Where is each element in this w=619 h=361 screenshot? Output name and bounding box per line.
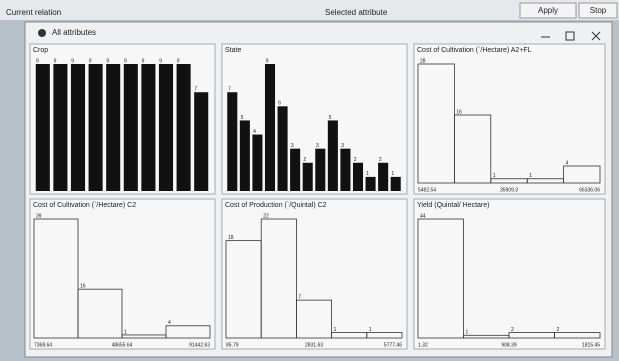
bar-label: 9 <box>71 58 74 64</box>
bar-label: 4 <box>253 129 256 135</box>
panel-title: State <box>225 47 241 54</box>
bar-label: 9 <box>177 58 180 64</box>
bar-label: 7 <box>228 87 231 93</box>
bar-label: 44 <box>420 213 426 219</box>
bar <box>227 92 237 191</box>
bar <box>71 64 85 191</box>
bar-label: 4 <box>168 320 171 326</box>
bar-label: 39 <box>36 213 42 219</box>
bar-label: 22 <box>263 213 269 219</box>
bar <box>278 106 288 191</box>
bar <box>194 92 208 191</box>
panel <box>222 199 407 349</box>
bar-label: 1 <box>529 173 532 179</box>
bar <box>353 163 363 191</box>
bar <box>159 64 173 191</box>
bar <box>340 149 350 191</box>
bar <box>240 120 250 191</box>
bar-label: 9 <box>89 58 92 64</box>
bar-label: 1 <box>124 329 127 335</box>
window-title: All attributes <box>52 28 96 37</box>
bar-label: 16 <box>80 284 86 290</box>
bar-label: 1 <box>466 330 469 336</box>
bar-label: 9 <box>159 58 162 64</box>
screen: Current relation Selected attribute Appl… <box>0 0 619 361</box>
axis-label: 7368.64 <box>34 342 52 348</box>
bar-label: 9 <box>142 58 145 64</box>
axis-label: 5777.46 <box>384 342 402 348</box>
bar <box>378 163 388 191</box>
panel-title: Cost of Cultivation (`/Hectare) C2 <box>33 202 136 209</box>
bar-label: 1 <box>366 171 369 177</box>
bar <box>141 64 155 191</box>
window-icon <box>38 29 46 37</box>
axis-label: 85.79 <box>226 342 239 348</box>
axis-label: 1.32 <box>418 342 428 348</box>
bar <box>177 64 191 191</box>
bar-label: 1 <box>493 173 496 179</box>
bar-label: 3 <box>341 143 344 149</box>
bar-label: 2 <box>303 157 306 163</box>
bar-label: 3 <box>291 143 294 149</box>
axis-label: 48655.64 <box>112 342 133 348</box>
bar <box>124 64 138 191</box>
bar <box>252 135 262 191</box>
axis-label: 91442.63 <box>189 342 210 348</box>
bar <box>303 163 313 191</box>
axis-label: 35909.3 <box>500 187 518 193</box>
bar-label: 1 <box>391 171 394 177</box>
axis-label: 908.39 <box>501 342 517 348</box>
bar-label: 4 <box>566 160 569 166</box>
bar-label: 9 <box>266 58 269 64</box>
bar-label: 7 <box>298 294 301 300</box>
panel-title: Yield (Quintal/ Hectare) <box>417 202 490 209</box>
panel-title: Cost of Cultivation (`/Hectare) A2+FL <box>417 47 532 54</box>
bar <box>366 177 376 191</box>
bar <box>53 64 67 191</box>
bar-label: 2 <box>557 327 560 333</box>
bar <box>89 64 103 191</box>
bar-label: 9 <box>36 58 39 64</box>
axis-label: 1815.45 <box>582 342 600 348</box>
bar <box>391 177 401 191</box>
bar-label: 1 <box>334 327 337 333</box>
panel <box>30 199 215 349</box>
bar <box>265 64 275 191</box>
bar-label: 2 <box>511 327 514 333</box>
panel-title: Cost of Production (`/Quintal) C2 <box>225 202 327 209</box>
panel <box>414 199 605 349</box>
bar-label: 1 <box>369 327 372 333</box>
stop-button-label[interactable]: Stop <box>590 6 607 15</box>
bar-label: 28 <box>420 58 426 64</box>
axis-label: 2831.63 <box>305 342 323 348</box>
selected-attribute-label: Selected attribute <box>325 8 388 17</box>
apply-button-label[interactable]: Apply <box>538 6 558 15</box>
bar-label: 18 <box>228 235 234 241</box>
bar <box>290 149 300 191</box>
bar-label: 5 <box>329 115 332 121</box>
bar-label: 6 <box>278 101 281 107</box>
bar-label: 2 <box>354 157 357 163</box>
bar-label: 9 <box>106 58 109 64</box>
bar <box>36 64 50 191</box>
bar-label: 7 <box>194 87 197 93</box>
bar <box>106 64 120 191</box>
panel-title: Crop <box>33 47 48 54</box>
panel <box>414 44 605 194</box>
bar <box>328 120 338 191</box>
axis-label: 5482.54 <box>418 187 436 193</box>
bar-label: 9 <box>54 58 57 64</box>
bar-label: 5 <box>241 115 244 121</box>
bar-label: 3 <box>316 143 319 149</box>
bar-label: 2 <box>379 157 382 163</box>
bar-label: 9 <box>124 58 127 64</box>
bar <box>315 149 325 191</box>
bar-label: 16 <box>456 109 462 115</box>
current-relation-label: Current relation <box>6 8 61 17</box>
axis-label: 66336.06 <box>579 187 600 193</box>
